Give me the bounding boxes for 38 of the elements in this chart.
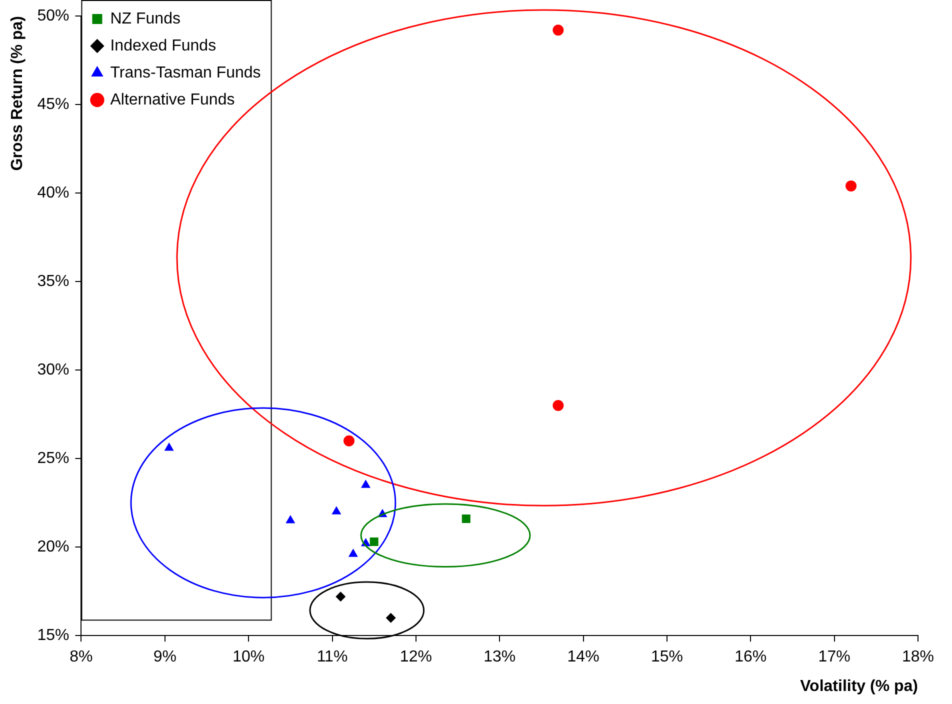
legend-label: Alternative Funds [110, 91, 235, 108]
point [386, 612, 396, 623]
x-tick-label: 9% [153, 648, 176, 666]
y-tick-label: 45% [37, 96, 70, 113]
legend-label: Indexed Funds [110, 37, 216, 54]
x-tick-label: 13% [484, 648, 516, 666]
point [332, 506, 342, 514]
y-tick-label: 50% [37, 7, 70, 24]
y-tick-label: 35% [37, 272, 70, 290]
y-tick-label: 15% [37, 627, 70, 644]
point [552, 24, 564, 36]
x-axis-title: Volatility (% pa) [800, 678, 918, 695]
y-tick-label: 25% [37, 450, 70, 467]
x-tick-label: 10% [232, 648, 265, 666]
x-tick-label: 17% [818, 648, 850, 666]
y-tick-label: 40% [37, 184, 70, 202]
y-axis-title: Gross Return (% pa) [9, 16, 26, 171]
x-tick-label: 8% [70, 648, 93, 666]
y-tick-label: 20% [37, 538, 70, 556]
point [552, 400, 564, 411]
x-tick-label: 11% [316, 648, 348, 666]
x-tick-label: 15% [650, 648, 683, 666]
point [343, 435, 354, 446]
x-tick-label: 12% [400, 648, 432, 666]
x-tick-label: 16% [734, 648, 767, 666]
legend-label: NZ Funds [110, 10, 180, 28]
x-tick-label: 18% [902, 648, 934, 666]
point [348, 548, 358, 557]
point [164, 442, 174, 451]
y-tick-label: 30% [37, 361, 70, 378]
legend-label: Trans-Tasman Funds [110, 64, 261, 82]
point [286, 515, 296, 524]
point [336, 592, 346, 602]
point [462, 514, 470, 524]
x-tick-label: 14% [567, 648, 600, 666]
point [360, 480, 370, 488]
point [370, 538, 378, 546]
point [846, 180, 857, 192]
